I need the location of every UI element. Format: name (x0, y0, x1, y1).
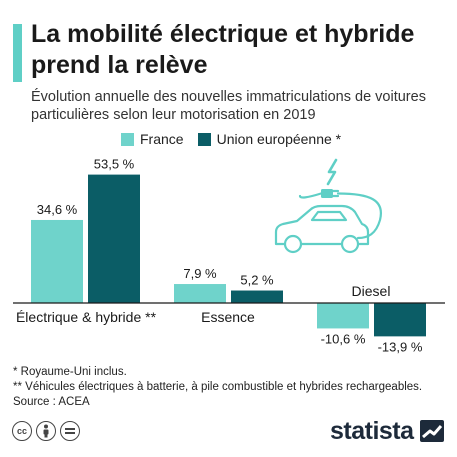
legend-swatch-france (121, 132, 134, 146)
source-note: Source : ACEA (13, 396, 90, 408)
legend-label-france: France (140, 131, 184, 147)
data-label-eu-1: 5,2 % (240, 273, 274, 288)
chart-labels: 34,6 % 53,5 % 7,9 % 5,2 % -10,6 % -13,9 % Élec… (16, 157, 423, 355)
chart-bars (13, 174, 445, 337)
footnote-vehicles: ** Véhicules électriques à batterie, à p… (13, 381, 423, 393)
data-label-france-1: 7,9 % (183, 266, 217, 281)
data-label-eu-2: -13,9 % (378, 339, 423, 354)
bar-france-0 (31, 219, 83, 303)
nd-icon[interactable] (60, 421, 80, 441)
electric-car-icon (274, 158, 383, 254)
category-label-0: Électrique & hybride ** (16, 309, 157, 325)
statista-logo-icon[interactable] (420, 420, 444, 442)
footnotes: * Royaume-Uni inclus. ** Véhicules élect… (13, 365, 453, 410)
category-label-1: Essence (201, 309, 255, 325)
bar-eu-0 (88, 174, 140, 303)
page-subtitle: Évolution annuelle des nouvelles immatri… (31, 89, 426, 123)
bar-eu-1 (231, 290, 283, 303)
title-accent-bar (13, 24, 22, 82)
data-label-france-0: 34,6 % (37, 202, 78, 217)
legend-item-france: France (121, 131, 184, 147)
by-icon[interactable] (36, 421, 56, 441)
page-title: La mobilité électrique et hybride prend … (31, 20, 415, 79)
bar-france-2 (317, 303, 369, 329)
legend-label-eu: Union européenne * (216, 131, 342, 147)
cc-icon[interactable]: cc (12, 421, 32, 441)
footnote-uk: * Royaume-Uni inclus. (13, 366, 127, 378)
license-icons: cc (12, 421, 84, 441)
category-label-2: Diesel (352, 283, 391, 299)
statista-wordmark[interactable]: statista (330, 417, 414, 445)
legend-swatch-eu (197, 132, 211, 146)
legend-item-eu: Union européenne * (197, 131, 342, 147)
bar-eu-2 (374, 303, 426, 337)
chart-legend: France Union européenne * (121, 131, 355, 147)
bar-france-1 (174, 284, 226, 303)
data-label-france-2: -10,6 % (321, 331, 366, 346)
data-label-eu-0: 53,5 % (94, 157, 135, 172)
